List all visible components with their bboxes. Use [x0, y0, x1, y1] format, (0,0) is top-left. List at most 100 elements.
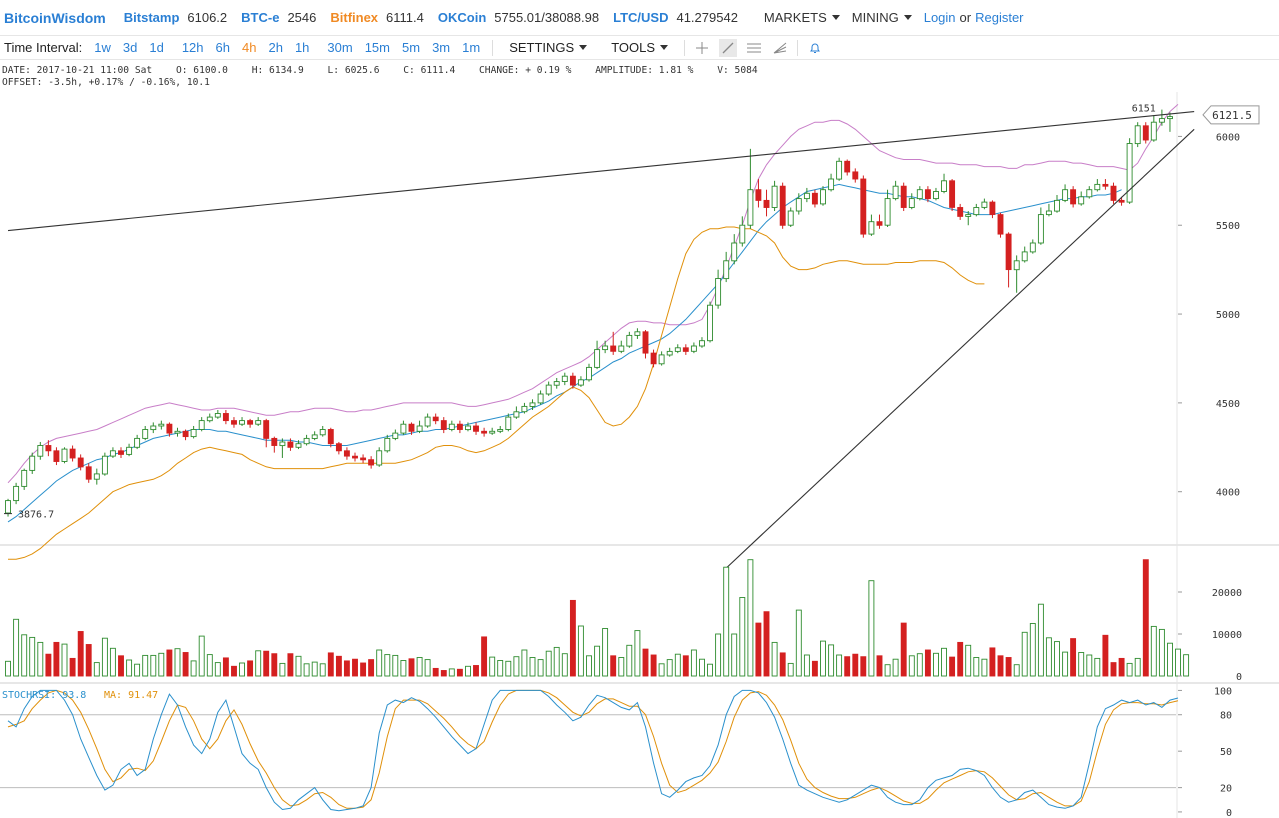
volume-bar-up — [303, 663, 310, 677]
candle-down — [852, 171, 859, 180]
fib-lines-icon[interactable] — [745, 39, 763, 57]
volume-bar-up — [828, 644, 835, 677]
volume-bar-up — [142, 654, 149, 677]
candle-up — [892, 185, 899, 200]
interval-30m[interactable]: 30m — [327, 40, 353, 55]
tools-menu[interactable]: TOOLS — [611, 40, 669, 55]
bell-icon[interactable] — [806, 39, 824, 57]
candle-down — [682, 347, 689, 352]
volume-bar-up — [1045, 637, 1052, 677]
candle-up — [561, 375, 568, 382]
candle-up — [239, 420, 245, 425]
interval-1d[interactable]: 1d — [149, 40, 164, 55]
candle-up — [255, 420, 262, 425]
interval-12h[interactable]: 12h — [181, 40, 204, 55]
login-link[interactable]: Login — [923, 10, 956, 25]
volume-bar-down — [69, 657, 76, 677]
bollinger-bands — [7, 104, 1179, 560]
bb-lower-line — [8, 226, 985, 560]
candle-up — [190, 429, 197, 438]
candle-up — [715, 278, 722, 306]
volume-bar-down — [263, 650, 270, 677]
candle-up — [505, 416, 512, 430]
stochrsi-label: STOCHRSI: 93.8 — [2, 690, 86, 701]
candle-down — [182, 430, 189, 438]
stoch-tick-label: 80 — [1220, 711, 1232, 722]
candle-down — [650, 352, 657, 365]
volume-bar-up — [634, 630, 641, 677]
volume-bar-up — [1134, 657, 1141, 677]
volume-bar-down — [1118, 657, 1125, 677]
fan-tool-icon[interactable] — [771, 39, 789, 57]
volume-bar-up — [892, 658, 899, 677]
volume-bar-up — [771, 641, 778, 677]
ticker-ltcusd[interactable]: LTC/USD 41.279542 — [613, 10, 738, 25]
candle-down — [408, 423, 415, 432]
volume-bar-up — [868, 580, 875, 677]
candle-up — [497, 429, 504, 432]
ticker-btce[interactable]: BTC-e 2546 — [241, 10, 316, 25]
volume-bar-down — [231, 665, 237, 677]
ticker-bitfinex[interactable]: Bitfinex 6111.4 — [330, 10, 424, 25]
register-link[interactable]: Register — [975, 10, 1024, 25]
caret-down-icon — [903, 15, 912, 20]
volume-bar-up — [37, 641, 44, 677]
line-tool-icon[interactable] — [719, 38, 738, 57]
candle-up — [376, 450, 383, 466]
candle-up — [400, 423, 407, 434]
candle-up — [513, 411, 520, 418]
volume-bar-up — [674, 653, 681, 677]
current-price-label: 6121.5 — [1212, 109, 1252, 122]
volume-bar-down — [763, 611, 770, 677]
candle-up — [981, 201, 988, 208]
stoch-tick-label: 50 — [1220, 747, 1232, 758]
trendline — [725, 128, 1195, 569]
volume-bar-up — [941, 647, 947, 677]
volume-bar-up — [521, 649, 528, 677]
crosshair-icon[interactable] — [693, 39, 711, 57]
interval-4h[interactable]: 4h — [242, 40, 257, 55]
time-interval-label: Time Interval: — [4, 40, 83, 55]
volume-bar-up — [973, 657, 980, 677]
volume-bar-up — [214, 662, 221, 677]
brand-logo[interactable]: BitcoinWisdom — [4, 9, 106, 26]
volume-bar-down — [85, 644, 92, 677]
settings-menu[interactable]: SETTINGS — [509, 40, 588, 55]
volume-bar-down — [287, 653, 294, 677]
candle-down — [755, 189, 762, 201]
ticker-okcoin[interactable]: OKCoin 5755.01/38088.98 — [438, 10, 599, 25]
volume-bar-up — [602, 628, 609, 677]
interval-1h[interactable]: 1h — [294, 40, 310, 55]
volume-bar-up — [1062, 651, 1069, 677]
interval-15m[interactable]: 15m — [364, 40, 390, 55]
mining-menu[interactable]: MINING — [852, 10, 912, 25]
candle-up — [586, 366, 592, 381]
volume-bar-up — [715, 633, 722, 677]
interval-2h[interactable]: 2h — [268, 40, 283, 55]
ticker-bitstamp[interactable]: Bitstamp 6106.2 — [124, 10, 227, 25]
volume-bar-up — [723, 566, 730, 677]
interval-1m[interactable]: 1m — [462, 40, 481, 55]
candle-up — [1078, 196, 1085, 205]
volume-bar-up — [392, 654, 399, 677]
interval-6h[interactable]: 6h — [215, 40, 230, 55]
interval-5m[interactable]: 5m — [402, 40, 421, 55]
volume-bar-up — [505, 660, 512, 677]
volume-bar-up — [61, 643, 68, 677]
volume-bar-down — [1102, 634, 1109, 677]
interval-1w[interactable]: 1w — [94, 40, 111, 55]
volume-bar-up — [489, 656, 496, 677]
candle-up — [109, 450, 116, 457]
stoch-ma-line — [7, 689, 1179, 809]
interval-3d[interactable]: 3d — [122, 40, 138, 55]
markets-menu[interactable]: MARKETS — [764, 10, 840, 25]
candle-up — [707, 304, 713, 342]
volume-bar-up — [279, 662, 286, 677]
volume-bar-up — [553, 646, 560, 677]
volume-bar-down — [335, 655, 342, 677]
candle-up — [820, 189, 826, 205]
candle-up — [392, 432, 399, 439]
stoch-tick-label: 20 — [1220, 784, 1232, 795]
interval-3m[interactable]: 3m — [432, 40, 451, 55]
